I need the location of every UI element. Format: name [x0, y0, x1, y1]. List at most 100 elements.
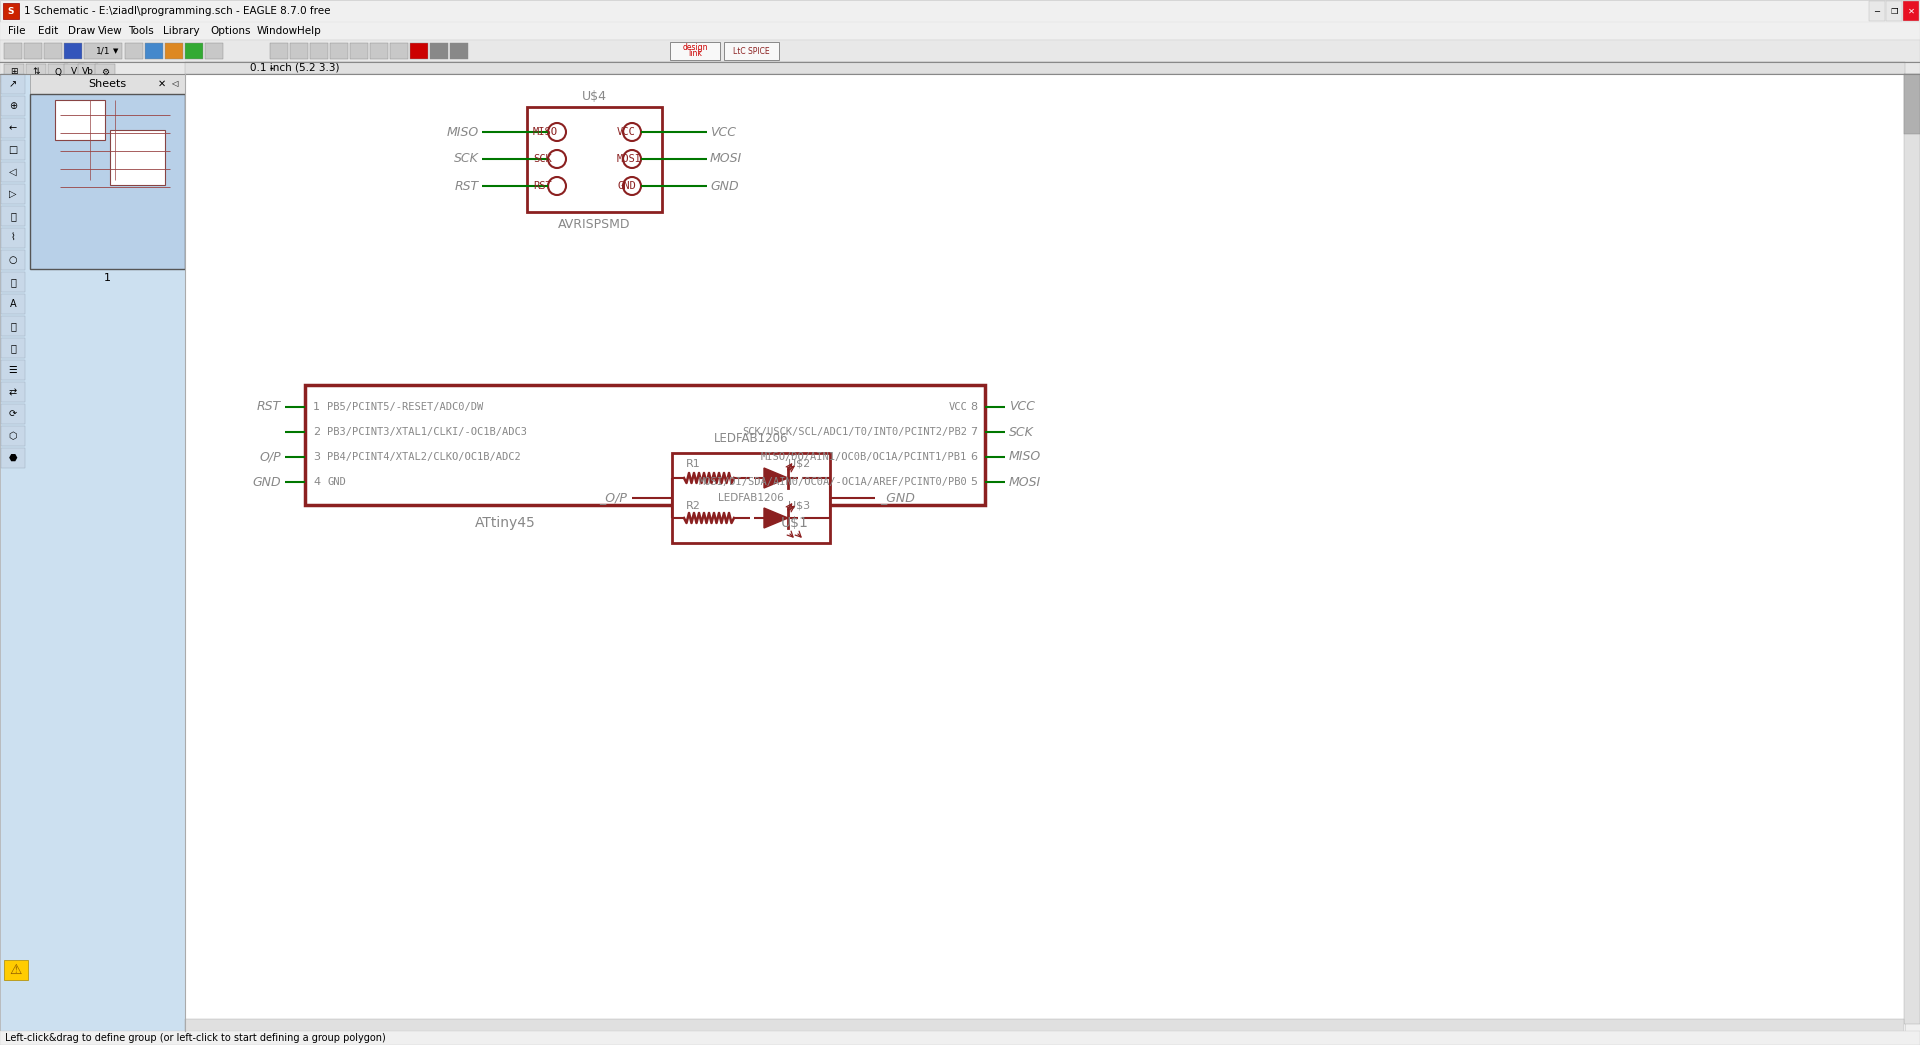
Text: ←: ← [10, 123, 17, 133]
FancyBboxPatch shape [371, 43, 388, 59]
Text: ⊞: ⊞ [10, 68, 17, 76]
FancyBboxPatch shape [1868, 1, 1885, 21]
Text: ⌶: ⌶ [10, 211, 15, 220]
Text: A: A [10, 299, 15, 309]
FancyBboxPatch shape [390, 43, 407, 59]
FancyBboxPatch shape [2, 404, 25, 424]
Text: ⚠: ⚠ [10, 963, 23, 977]
Text: Vb: Vb [83, 68, 94, 76]
FancyBboxPatch shape [0, 0, 1920, 22]
Text: ✕: ✕ [157, 79, 165, 89]
Text: ⇅: ⇅ [33, 68, 40, 76]
Text: 7: 7 [970, 427, 977, 437]
FancyBboxPatch shape [4, 3, 19, 19]
Text: Library: Library [163, 26, 200, 36]
FancyBboxPatch shape [305, 385, 985, 505]
Text: ⌲: ⌲ [10, 321, 15, 331]
Text: ─: ─ [1874, 6, 1880, 16]
Text: MISO: MISO [447, 125, 478, 139]
Text: _O/P: _O/P [599, 491, 628, 505]
FancyBboxPatch shape [1885, 1, 1903, 21]
FancyBboxPatch shape [27, 64, 46, 80]
FancyBboxPatch shape [2, 206, 25, 226]
Text: R2: R2 [685, 501, 701, 511]
FancyBboxPatch shape [94, 64, 115, 80]
FancyBboxPatch shape [0, 40, 1920, 62]
FancyBboxPatch shape [125, 43, 142, 59]
Text: ○: ○ [10, 255, 17, 265]
Text: PB3/PCINT3/XTAL1/CLKI/-OC1B/ADC3: PB3/PCINT3/XTAL1/CLKI/-OC1B/ADC3 [326, 427, 526, 437]
Text: RST: RST [455, 180, 478, 192]
Text: Edit: Edit [38, 26, 58, 36]
Text: ⌾: ⌾ [10, 343, 15, 353]
Text: 3: 3 [313, 452, 321, 462]
Text: MISO: MISO [534, 127, 559, 137]
Text: ⌸: ⌸ [10, 277, 15, 287]
FancyBboxPatch shape [2, 184, 25, 204]
Text: MOSI: MOSI [1010, 475, 1041, 488]
FancyBboxPatch shape [44, 43, 61, 59]
Text: SCK: SCK [1010, 425, 1033, 439]
Text: AVRISPSMD: AVRISPSMD [557, 217, 630, 231]
Text: VCC: VCC [616, 127, 636, 137]
Text: design: design [682, 44, 708, 52]
FancyBboxPatch shape [2, 118, 25, 138]
Text: _GND: _GND [879, 491, 914, 505]
Text: File: File [8, 26, 25, 36]
Text: Q: Q [54, 68, 61, 76]
Text: 1: 1 [104, 273, 111, 283]
Text: ⬣: ⬣ [10, 452, 17, 463]
Text: PB5/PCINT5/-RESET/ADC0/DW: PB5/PCINT5/-RESET/ADC0/DW [326, 402, 484, 412]
Text: ⇄: ⇄ [10, 387, 17, 397]
FancyBboxPatch shape [109, 130, 165, 185]
FancyBboxPatch shape [165, 43, 182, 59]
FancyBboxPatch shape [430, 43, 447, 59]
Text: View: View [98, 26, 123, 36]
FancyBboxPatch shape [0, 74, 184, 1034]
FancyBboxPatch shape [1903, 1, 1918, 21]
Text: MOSI: MOSI [710, 153, 743, 165]
Text: ◁: ◁ [10, 167, 17, 177]
Text: ☰: ☰ [8, 365, 17, 375]
Text: ⟳: ⟳ [10, 409, 17, 419]
FancyBboxPatch shape [23, 43, 42, 59]
FancyBboxPatch shape [79, 64, 98, 80]
FancyBboxPatch shape [670, 42, 720, 60]
FancyBboxPatch shape [411, 43, 428, 59]
FancyBboxPatch shape [2, 250, 25, 270]
Polygon shape [764, 468, 787, 488]
Text: ▼: ▼ [113, 48, 119, 54]
Text: RST: RST [534, 181, 551, 191]
FancyBboxPatch shape [63, 43, 83, 59]
Text: RST: RST [257, 400, 280, 414]
Text: 1: 1 [313, 402, 321, 412]
Text: GND: GND [252, 475, 280, 488]
FancyBboxPatch shape [2, 140, 25, 160]
Text: SCK: SCK [534, 154, 551, 164]
Text: Options: Options [209, 26, 250, 36]
Text: O/P: O/P [259, 450, 280, 464]
Text: PB4/PCINT4/XTAL2/CLKO/OC1B/ADC2: PB4/PCINT4/XTAL2/CLKO/OC1B/ADC2 [326, 452, 520, 462]
Text: ⊕: ⊕ [10, 101, 17, 111]
Text: ❒: ❒ [1891, 6, 1897, 16]
FancyBboxPatch shape [56, 100, 106, 140]
Text: 2: 2 [313, 427, 321, 437]
Text: MISO/ÐO/AIN1/OC0B/OC1A/PCINT1/PB1: MISO/ÐO/AIN1/OC0B/OC1A/PCINT1/PB1 [760, 452, 968, 462]
Text: Draw: Draw [67, 26, 96, 36]
FancyBboxPatch shape [48, 64, 67, 80]
Text: GND: GND [710, 180, 739, 192]
Text: ◁: ◁ [171, 79, 177, 89]
Text: Tools: Tools [129, 26, 154, 36]
Text: 5: 5 [970, 477, 977, 487]
Text: Window: Window [257, 26, 298, 36]
FancyBboxPatch shape [4, 64, 23, 80]
FancyBboxPatch shape [2, 338, 25, 358]
FancyBboxPatch shape [184, 1019, 1905, 1034]
FancyBboxPatch shape [1905, 74, 1920, 1024]
FancyBboxPatch shape [205, 43, 223, 59]
Text: ⌇: ⌇ [12, 233, 15, 243]
FancyBboxPatch shape [2, 359, 25, 380]
Text: ✕: ✕ [1907, 6, 1914, 16]
FancyBboxPatch shape [4, 960, 29, 980]
Text: Left-click&drag to define group (or left-click to start defining a group polygon: Left-click&drag to define group (or left… [6, 1034, 386, 1043]
